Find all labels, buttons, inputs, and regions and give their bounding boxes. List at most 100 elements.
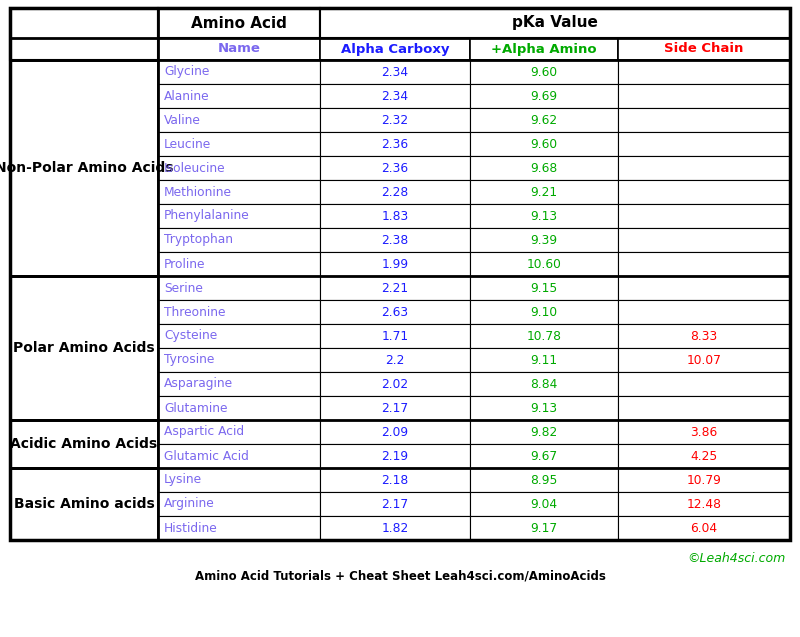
Bar — [618, 420, 790, 444]
Text: Cysteine: Cysteine — [164, 329, 218, 343]
Bar — [320, 444, 470, 468]
Bar — [158, 84, 320, 108]
Text: 8.33: 8.33 — [690, 329, 718, 343]
Text: Valine: Valine — [164, 113, 201, 127]
Text: Lysine: Lysine — [164, 473, 202, 487]
Bar — [618, 204, 790, 228]
Text: Methionine: Methionine — [164, 185, 232, 199]
Bar — [320, 204, 470, 228]
Bar — [320, 492, 470, 516]
Text: 8.84: 8.84 — [530, 378, 558, 390]
Text: 10.78: 10.78 — [526, 329, 562, 343]
Bar — [618, 108, 790, 132]
Bar — [470, 444, 618, 468]
Text: 2.32: 2.32 — [382, 113, 409, 127]
Text: 10.79: 10.79 — [686, 473, 722, 487]
Text: Alpha Carboxy: Alpha Carboxy — [341, 43, 450, 55]
Bar — [618, 84, 790, 108]
Bar — [470, 300, 618, 324]
Bar — [618, 60, 790, 84]
Bar — [320, 60, 470, 84]
Text: Serine: Serine — [164, 282, 203, 294]
Text: Polar Amino Acids: Polar Amino Acids — [13, 341, 155, 355]
Bar — [618, 228, 790, 252]
Bar — [320, 228, 470, 252]
Text: 2.18: 2.18 — [382, 473, 409, 487]
Text: Glycine: Glycine — [164, 66, 210, 78]
Bar — [10, 420, 158, 468]
Text: 9.60: 9.60 — [530, 66, 558, 78]
Bar — [470, 492, 618, 516]
Bar — [470, 156, 618, 180]
Bar — [470, 276, 618, 300]
Text: 9.68: 9.68 — [530, 162, 558, 175]
Bar — [320, 348, 470, 372]
Text: 6.04: 6.04 — [690, 522, 718, 534]
Bar — [320, 372, 470, 396]
Text: Side Chain: Side Chain — [664, 43, 744, 55]
Text: Acidic Amino Acids: Acidic Amino Acids — [10, 437, 158, 451]
Bar — [320, 276, 470, 300]
Text: 1.71: 1.71 — [382, 329, 409, 343]
Bar — [320, 324, 470, 348]
Text: 2.21: 2.21 — [382, 282, 409, 294]
Bar — [470, 38, 618, 60]
Text: 9.60: 9.60 — [530, 138, 558, 150]
Bar — [470, 516, 618, 540]
Bar — [320, 396, 470, 420]
Text: 1.82: 1.82 — [382, 522, 409, 534]
Bar — [158, 252, 320, 276]
Bar — [470, 132, 618, 156]
Text: 2.63: 2.63 — [382, 306, 409, 318]
Bar — [158, 300, 320, 324]
Text: 9.10: 9.10 — [530, 306, 558, 318]
Text: Name: Name — [218, 43, 261, 55]
Text: 9.13: 9.13 — [530, 401, 558, 415]
Text: Phenylalanine: Phenylalanine — [164, 210, 250, 222]
Bar — [470, 396, 618, 420]
Bar — [618, 300, 790, 324]
Text: 2.36: 2.36 — [382, 162, 409, 175]
Text: 1.99: 1.99 — [382, 257, 409, 271]
Text: 2.28: 2.28 — [382, 185, 409, 199]
Bar — [320, 38, 470, 60]
Text: 9.15: 9.15 — [530, 282, 558, 294]
Text: Basic Amino acids: Basic Amino acids — [14, 497, 154, 511]
Bar — [10, 276, 158, 420]
Text: 10.07: 10.07 — [686, 354, 722, 366]
Text: 2.17: 2.17 — [382, 401, 409, 415]
Bar — [320, 108, 470, 132]
Bar — [158, 396, 320, 420]
Bar — [158, 276, 320, 300]
Bar — [470, 180, 618, 204]
Bar — [158, 108, 320, 132]
Text: 1.83: 1.83 — [382, 210, 409, 222]
Text: 2.34: 2.34 — [382, 66, 409, 78]
Bar — [470, 420, 618, 444]
Text: 2.38: 2.38 — [382, 234, 409, 247]
Bar — [158, 492, 320, 516]
Bar — [158, 324, 320, 348]
Text: 2.02: 2.02 — [382, 378, 409, 390]
Text: Histidine: Histidine — [164, 522, 218, 534]
Bar — [320, 300, 470, 324]
Text: pKa Value: pKa Value — [512, 15, 598, 31]
Bar — [158, 444, 320, 468]
Bar — [10, 468, 158, 540]
Bar — [158, 468, 320, 492]
Bar — [320, 420, 470, 444]
Bar — [618, 132, 790, 156]
Bar — [158, 60, 320, 84]
Text: 9.69: 9.69 — [530, 90, 558, 103]
Bar — [158, 204, 320, 228]
Bar — [618, 180, 790, 204]
Bar — [320, 468, 470, 492]
Bar — [470, 324, 618, 348]
Text: 3.86: 3.86 — [690, 426, 718, 438]
Text: 9.82: 9.82 — [530, 426, 558, 438]
Text: Isoleucine: Isoleucine — [164, 162, 226, 175]
Bar — [618, 324, 790, 348]
Text: 2.2: 2.2 — [386, 354, 405, 366]
Text: Leucine: Leucine — [164, 138, 211, 150]
Bar — [470, 84, 618, 108]
